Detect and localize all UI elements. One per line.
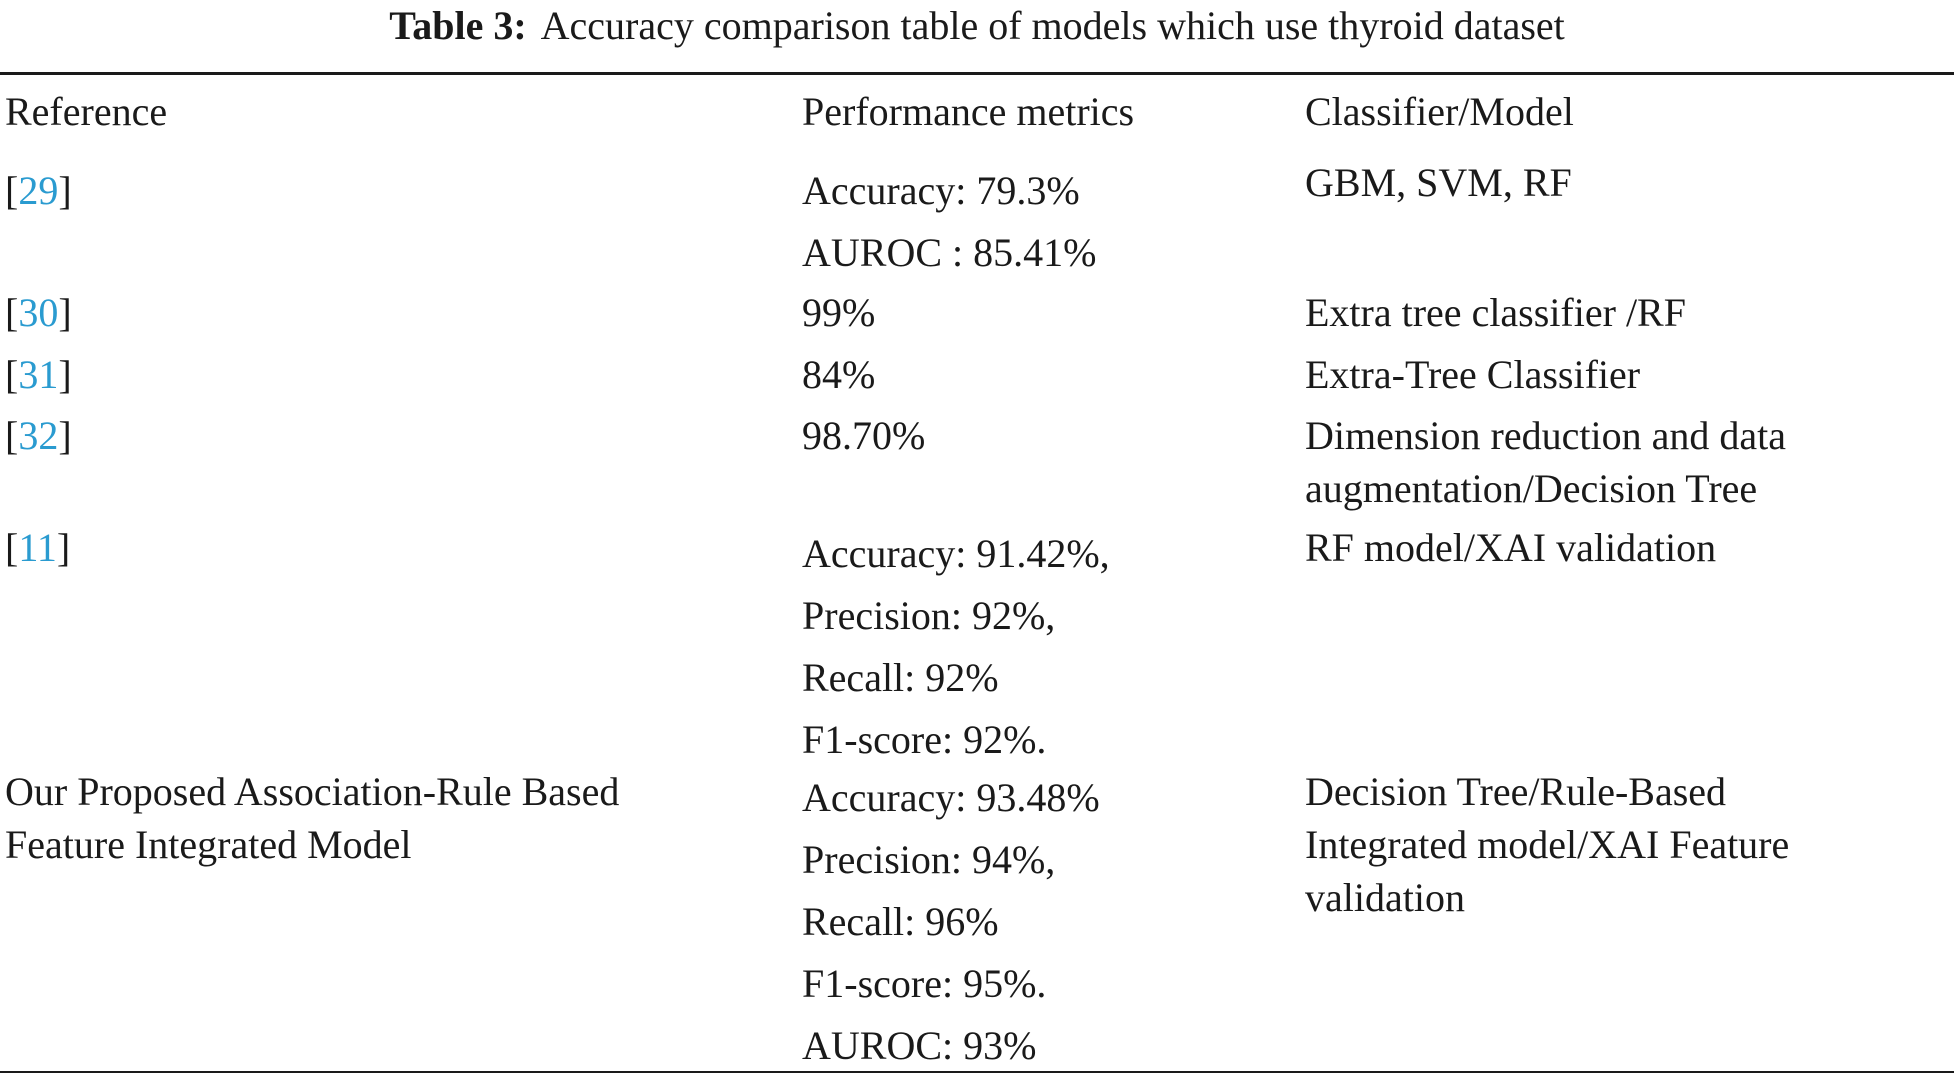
metric-line: AUROC : 85.41% bbox=[802, 230, 1097, 275]
table-row-ref: [32] bbox=[5, 413, 72, 458]
table-row-model: RF model/XAI validation bbox=[1305, 517, 1716, 579]
citation-link[interactable]: 30 bbox=[18, 290, 59, 335]
table-row-metrics: 98.70% bbox=[802, 405, 925, 467]
metric-line: Accuracy: 93.48% bbox=[802, 775, 1100, 820]
metric-line: Accuracy: 91.42%, bbox=[802, 531, 1110, 576]
metric-line: AUROC: 93% bbox=[802, 1023, 1037, 1068]
table-row-metrics: Accuracy: 91.42%, Precision: 92%, Recall… bbox=[802, 523, 1110, 771]
metric-line: Recall: 96% bbox=[802, 899, 999, 944]
model-line: augmentation/Decision Tree bbox=[1305, 466, 1758, 511]
metric-line: 99% bbox=[802, 290, 876, 335]
table-row-metrics: 84% bbox=[802, 344, 875, 406]
column-header-reference: Reference bbox=[5, 89, 168, 134]
metric-line: Precision: 92%, bbox=[802, 593, 1056, 638]
model-line: GBM, SVM, RF bbox=[1305, 160, 1572, 205]
model-line: Integrated model/XAI Feature bbox=[1305, 822, 1790, 867]
table-row-metrics: Accuracy: 93.48% Precision: 94%, Recall:… bbox=[802, 767, 1100, 1077]
table-row-model: Extra-Tree Classifier bbox=[1305, 344, 1640, 406]
citation-link[interactable]: 11 bbox=[18, 525, 57, 570]
table-caption-text: Accuracy comparison table of models whic… bbox=[540, 3, 1565, 48]
table-caption-label: Table 3: bbox=[389, 3, 527, 48]
column-header-model: Classifier/Model bbox=[1305, 89, 1574, 134]
metric-line: Recall: 92% bbox=[802, 655, 999, 700]
column-header-metrics: Performance metrics bbox=[802, 89, 1135, 134]
citation-link[interactable]: 29 bbox=[18, 168, 59, 213]
model-line: Decision Tree/Rule-Based bbox=[1305, 769, 1727, 814]
model-line: RF model/XAI validation bbox=[1305, 525, 1717, 570]
table-row-model: Decision Tree/Rule-Based Integrated mode… bbox=[1305, 765, 1789, 924]
model-line: Extra tree classifier /RF bbox=[1305, 290, 1686, 335]
metric-line: 98.70% bbox=[802, 413, 926, 458]
table-bottom-rule bbox=[0, 1071, 1954, 1073]
model-line: Dimension reduction and data bbox=[1305, 413, 1786, 458]
table-row-ref: [31] bbox=[5, 352, 72, 397]
table-row-metrics: 99% bbox=[802, 282, 875, 344]
citation-link[interactable]: 31 bbox=[18, 352, 59, 397]
table-row-ref: Our Proposed Association-Rule Based Feat… bbox=[5, 765, 619, 871]
table-row-ref: [29] bbox=[5, 168, 72, 213]
reference-line: Feature Integrated Model bbox=[5, 822, 412, 867]
metric-line: 84% bbox=[802, 352, 876, 397]
table-row-ref: [30] bbox=[5, 290, 72, 335]
metric-line: F1-score: 92%. bbox=[802, 717, 1047, 762]
metric-line: F1-score: 95%. bbox=[802, 961, 1047, 1006]
table-row-ref: [11] bbox=[5, 525, 71, 570]
model-line: validation bbox=[1305, 875, 1465, 920]
model-line: Extra-Tree Classifier bbox=[1305, 352, 1641, 397]
metric-line: Accuracy: 79.3% bbox=[802, 168, 1080, 213]
table-caption: Table 3: Accuracy comparison table of mod… bbox=[0, 0, 1954, 56]
table-row-model: Dimension reduction and data augmentatio… bbox=[1305, 409, 1786, 515]
table-row-model: GBM, SVM, RF bbox=[1305, 152, 1572, 214]
reference-line: Our Proposed Association-Rule Based bbox=[5, 769, 620, 814]
metric-line: Precision: 94%, bbox=[802, 837, 1056, 882]
table-top-rule bbox=[0, 72, 1954, 75]
table-row-metrics: Accuracy: 79.3% AUROC : 85.41% bbox=[802, 160, 1096, 284]
table-row-model: Extra tree classifier /RF bbox=[1305, 282, 1686, 344]
citation-link[interactable]: 32 bbox=[18, 413, 59, 458]
